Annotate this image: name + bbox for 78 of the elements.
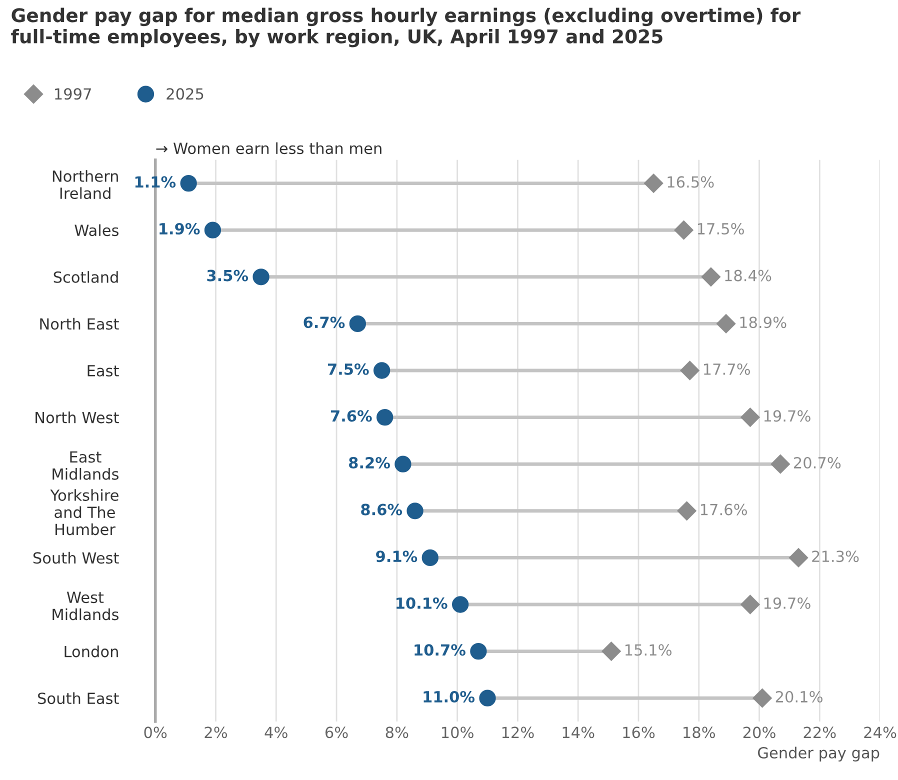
- point: [479, 690, 496, 706]
- data-label: 10.7%: [414, 644, 466, 656]
- data-label: 15.1%: [625, 644, 672, 656]
- point: [677, 501, 696, 520]
- text: → Women earn less than men: [156, 142, 382, 154]
- data-label: 20.1%: [776, 690, 822, 703]
- chart-title: Gender pay gap for median gross hourly earnings (excluding overtime) for full-time employees, by work region, UK, April 1997 and 2025: [11, 8, 801, 48]
- data-label: 11.0%: [424, 690, 475, 703]
- point: [452, 596, 469, 613]
- data-label: 19.7%: [764, 410, 810, 422]
- point: [406, 502, 424, 520]
- legend-label: 2025: [166, 88, 204, 100]
- data-label: 7.5%: [328, 363, 369, 375]
- point: [788, 548, 808, 568]
- x-tick-label: 8%: [386, 726, 408, 738]
- x-tick-label: 2%: [204, 726, 228, 738]
- data-label: 18.4%: [725, 270, 772, 282]
- data-label: 1.9%: [160, 222, 200, 235]
- y-tick-label: Northern Ireland: [52, 170, 118, 200]
- data-label: 8.6%: [361, 504, 402, 516]
- point: [680, 360, 700, 380]
- x-tick-label: 18%: [684, 726, 716, 738]
- x-tick-label: 22%: [804, 726, 836, 738]
- y-tick-label: Yorkshire and The Humber: [50, 489, 118, 536]
- data-label: 7.6%: [330, 410, 372, 422]
- point: [376, 408, 394, 426]
- y-tick-label: North West: [36, 411, 119, 424]
- x-tick-label: 20%: [743, 726, 776, 738]
- y-tick-label: West Midlands: [52, 592, 118, 620]
- point: [752, 688, 772, 708]
- y-tick-label: East Midlands: [52, 451, 118, 480]
- legend-label: 1997: [55, 88, 91, 100]
- point: [394, 456, 412, 472]
- data-label: 8.2%: [349, 456, 390, 469]
- x-tick-label: 0%: [144, 726, 167, 738]
- y-tick-label: London: [64, 645, 118, 658]
- data-label: 3.5%: [207, 270, 248, 282]
- point: [252, 268, 270, 286]
- data-label: 9.1%: [376, 550, 418, 562]
- data-label: 17.6%: [700, 504, 747, 516]
- point: [180, 174, 197, 192]
- x-tick-label: 10%: [442, 726, 474, 738]
- point: [349, 315, 366, 332]
- data-label: 10.1%: [396, 597, 448, 609]
- point: [716, 314, 736, 334]
- point: [422, 549, 438, 566]
- x-axis-title: Gender pay gap: [758, 746, 880, 762]
- y-tick-label: South East: [38, 692, 119, 704]
- data-label: 17.5%: [698, 222, 744, 235]
- y-tick-label: Scotland: [54, 271, 118, 283]
- x-tick-label: 4%: [264, 726, 288, 738]
- data-label: 18.9%: [740, 316, 786, 328]
- data-label: 19.7%: [764, 597, 810, 609]
- point: [740, 594, 760, 614]
- point: [740, 408, 760, 427]
- y-tick-label: North East: [40, 318, 119, 330]
- y-tick-label: East: [88, 365, 119, 377]
- data-label: 17.7%: [704, 363, 750, 375]
- data-label: 6.7%: [304, 316, 345, 328]
- data-label: 20.7%: [794, 456, 841, 469]
- x-tick-label: 6%: [325, 726, 348, 738]
- x-tick-label: 14%: [562, 726, 594, 738]
- point: [204, 222, 222, 238]
- y-tick-label: Wales: [74, 224, 118, 236]
- y-tick-label: South West: [33, 552, 119, 564]
- point: [701, 267, 720, 286]
- data-label: 1.1%: [135, 176, 176, 188]
- data-label: 21.3%: [812, 550, 859, 562]
- point: [470, 642, 487, 660]
- point: [373, 362, 390, 379]
- x-tick-label: 16%: [623, 726, 655, 738]
- point: [644, 174, 664, 193]
- point: [674, 220, 694, 240]
- point: [770, 454, 790, 474]
- x-tick-label: 12%: [502, 726, 534, 738]
- data-label: 16.5%: [668, 176, 714, 188]
- x-tick-label: 24%: [864, 726, 896, 738]
- point: [602, 642, 621, 661]
